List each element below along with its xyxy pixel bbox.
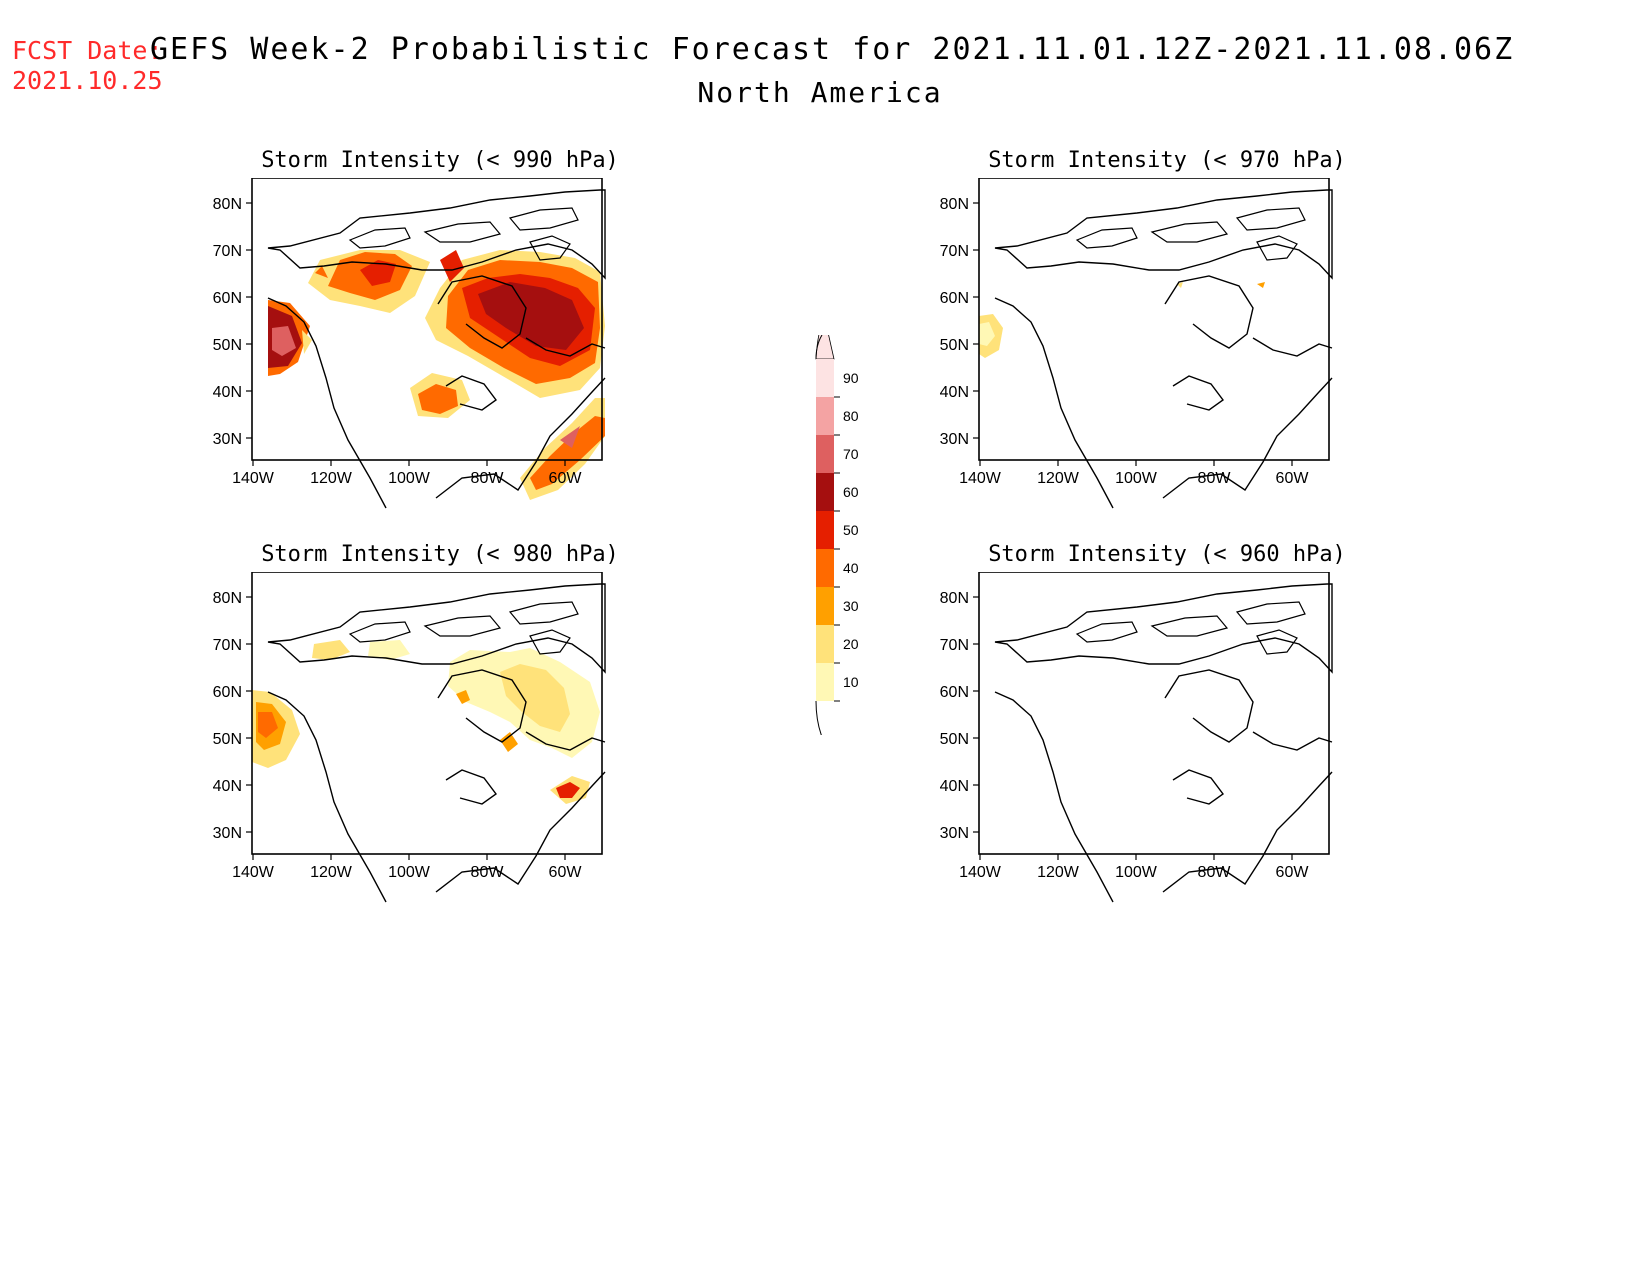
lon-label: 120W — [1037, 470, 1080, 487]
lat-label: 70N — [213, 243, 242, 260]
lat-label: 30N — [940, 825, 969, 842]
lat-label: 80N — [213, 196, 242, 213]
map-980: 80N 70N 60N 50N 40N 30N 140W 120W 100W 80W 60W — [213, 572, 606, 903]
forecast-date-label: FCST Date: — [12, 36, 163, 65]
lat-label: 40N — [940, 778, 969, 795]
page-title: GEFS Week-2 Probabilistic Forecast for 2… — [150, 32, 1515, 67]
lat-label: 40N — [940, 384, 969, 401]
colorbar-swatch — [816, 397, 834, 435]
lon-label: 60W — [549, 470, 583, 487]
panel-title: Storm Intensity (< 990 hPa) — [261, 148, 619, 173]
lon-label: 120W — [310, 470, 353, 487]
colorbar-label: 20 — [843, 636, 859, 652]
lon-label: 140W — [959, 470, 1002, 487]
lat-label: 30N — [213, 431, 242, 448]
lon-label: 80W — [471, 470, 505, 487]
lat-label: 40N — [213, 384, 242, 401]
colorbar-swatch — [816, 435, 834, 473]
colorbar-swatch — [816, 625, 834, 663]
colorbar-label: 40 — [843, 560, 859, 576]
map-frame — [978, 178, 1330, 461]
lat-label: 30N — [213, 825, 242, 842]
lat-label: 50N — [213, 731, 242, 748]
lat-label: 80N — [213, 590, 242, 607]
map-990: 80N 70N 60N 50N 40N 30N 140W 120W 100W 80W 60W — [213, 178, 606, 509]
lat-label: 60N — [213, 684, 242, 701]
colorbar-label: 10 — [843, 674, 859, 690]
map-frame — [251, 178, 603, 461]
map-970: 80N 70N 60N 50N 40N 30N 140W 120W 100W 80W 60W — [940, 178, 1333, 509]
colorbar-label: 60 — [843, 484, 859, 500]
probability-fills — [979, 282, 1265, 358]
colorbar: 90 80 70 60 50 40 30 20 10 — [815, 335, 859, 735]
lon-label: 120W — [1037, 864, 1080, 881]
map-frame — [978, 572, 1330, 855]
probability-fills — [252, 640, 600, 804]
lon-label: 60W — [1276, 470, 1310, 487]
page-subtitle: North America — [697, 76, 943, 109]
lat-label: 60N — [940, 290, 969, 307]
colorbar-cap-bottom — [815, 700, 822, 735]
lon-label: 80W — [1198, 864, 1232, 881]
lat-label: 70N — [940, 637, 969, 654]
lat-label: 70N — [940, 243, 969, 260]
colorbar-label: 30 — [843, 598, 859, 614]
lon-label: 140W — [232, 470, 275, 487]
lon-label: 80W — [1198, 470, 1232, 487]
colorbar-swatch — [816, 663, 834, 701]
panel-title: Storm Intensity (< 960 hPa) — [988, 542, 1346, 567]
lon-label: 100W — [1115, 470, 1158, 487]
coastlines — [994, 189, 1333, 509]
lon-label: 120W — [310, 864, 353, 881]
lat-label: 50N — [940, 731, 969, 748]
lat-label: 60N — [213, 290, 242, 307]
lat-label: 70N — [213, 637, 242, 654]
colorbar-swatch — [816, 511, 834, 549]
colorbar-swatch — [816, 473, 834, 511]
forecast-date-value: 2021.10.25 — [12, 66, 163, 95]
lon-label: 100W — [388, 470, 431, 487]
lon-label: 80W — [471, 864, 505, 881]
probability-fills — [268, 250, 605, 500]
coastlines — [994, 583, 1333, 903]
panel-title: Storm Intensity (< 970 hPa) — [988, 148, 1346, 173]
lat-label: 80N — [940, 196, 969, 213]
lon-label: 60W — [1276, 864, 1310, 881]
colorbar-label: 70 — [843, 446, 859, 462]
colorbar-swatch — [816, 359, 834, 397]
lat-label: 40N — [213, 778, 242, 795]
colorbar-swatch — [816, 549, 834, 587]
coastlines — [267, 583, 606, 903]
coastlines — [267, 189, 606, 509]
colorbar-label: 50 — [843, 522, 859, 538]
colorbar-label: 80 — [843, 408, 859, 424]
lon-label: 100W — [1115, 864, 1158, 881]
lat-label: 30N — [940, 431, 969, 448]
lon-label: 100W — [388, 864, 431, 881]
colorbar-edge — [815, 335, 823, 360]
lat-label: 50N — [213, 337, 242, 354]
lat-label: 80N — [940, 590, 969, 607]
lon-label: 140W — [232, 864, 275, 881]
map-960: 80N 70N 60N 50N 40N 30N 140W 120W 100W 80W 60W — [940, 572, 1333, 903]
lon-label: 140W — [959, 864, 1002, 881]
lat-label: 60N — [940, 684, 969, 701]
colorbar-cap-top — [815, 335, 835, 360]
map-frame — [251, 572, 603, 855]
colorbar-label: 90 — [843, 370, 859, 386]
panel-title: Storm Intensity (< 980 hPa) — [261, 542, 619, 567]
lat-label: 50N — [940, 337, 969, 354]
forecast-date-block: FCST Date: 2021.10.25 — [12, 36, 163, 96]
lon-label: 60W — [549, 864, 583, 881]
colorbar-swatch — [816, 587, 834, 625]
